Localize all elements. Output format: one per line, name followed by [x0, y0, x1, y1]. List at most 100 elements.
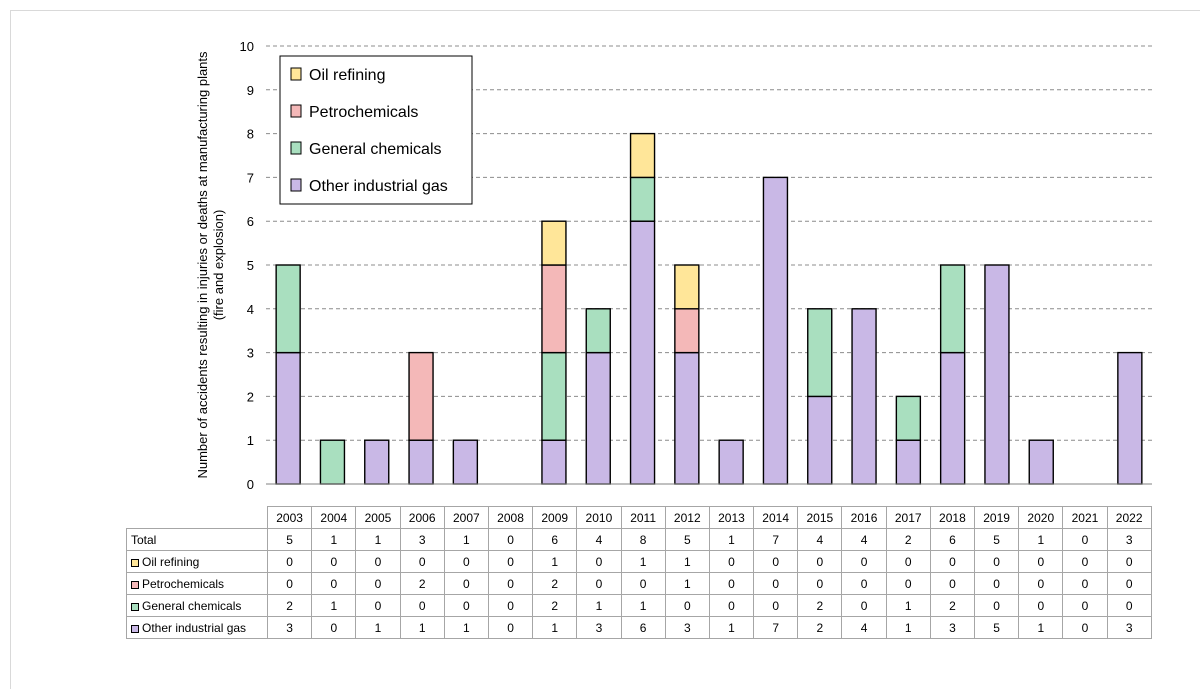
table-corner: [127, 507, 268, 529]
table-year-header: 2007: [443, 506, 489, 529]
table-cell: 0: [973, 594, 1020, 617]
bar-segment-other-industrial-gas: [541, 439, 567, 485]
bar-segment-other-industrial-gas: [718, 439, 744, 485]
table-row-general-chemicals: General chemicals 2 1 0 0 0 0 2 1 1 0 0 0 2 0 1 2 0 0 0 0: [126, 594, 1152, 617]
legend-label-petrochemicals: Petrochemicals: [309, 104, 418, 121]
table-row-label: Total: [126, 528, 268, 551]
table-row-oil-refining: Oil refining 0 0 0 0 0 0 1 0 1 1 0 0 0 0 0 0 0 0 0 0: [126, 550, 1152, 573]
bar-segment-oil-refining: [674, 264, 700, 310]
table-cell: 0: [576, 572, 622, 595]
y-tick-label: 2: [247, 389, 254, 404]
y-tick-label: 9: [247, 83, 254, 98]
table-year-header: 2021: [1062, 506, 1108, 529]
table-cell: 1: [708, 528, 755, 551]
legend-swatch-general-chemicals: [290, 141, 302, 155]
y-tick-label: 8: [247, 127, 254, 142]
table-cell: 4: [797, 528, 843, 551]
table-cell: 1: [664, 572, 710, 595]
table-cell: 0: [443, 572, 489, 595]
table-cell: 0: [1018, 594, 1064, 617]
table-cell: 0: [841, 572, 887, 595]
table-cell: 2: [797, 594, 843, 617]
y-tick-label: 1: [247, 433, 254, 448]
table-year-header: 2011: [620, 506, 666, 529]
bar-segment-other-industrial-gas: [452, 439, 479, 485]
table-year-header: 2015: [797, 506, 843, 529]
bar-segment-other-industrial-gas: [674, 351, 700, 485]
table-cell: 0: [487, 550, 534, 573]
bar-segment-other-industrial-gas: [1117, 351, 1143, 485]
table-cell: 6: [532, 528, 578, 551]
bar-segment-general-chemicals: [275, 264, 301, 354]
table-cell: 0: [753, 594, 799, 617]
bar-segment-other-industrial-gas: [851, 308, 877, 485]
y-tick-label: 6: [247, 214, 254, 229]
y-tick-label: 7: [247, 170, 254, 185]
table-cell: 3: [1106, 616, 1152, 639]
table-year-header: 2005: [355, 506, 401, 529]
bar-segment-general-chemicals: [585, 308, 611, 354]
table-cell: 4: [576, 528, 622, 551]
table-year-header: 2010: [576, 506, 622, 529]
table-cell: 0: [1062, 528, 1108, 551]
table-row-label: Petrochemicals: [126, 572, 268, 595]
bar-segment-other-industrial-gas: [364, 439, 390, 485]
table-cell: 0: [753, 572, 799, 595]
bar-segment-other-industrial-gas: [762, 176, 789, 485]
table-year-header: 2022: [1106, 506, 1152, 529]
table-swatch-oil-refining: [131, 558, 139, 567]
table-cell: 0: [1106, 550, 1152, 573]
table-year-header: 2004: [311, 506, 357, 529]
table-cell: 0: [355, 572, 401, 595]
table-year-header: 2019: [973, 506, 1020, 529]
table-row-label: Oil refining: [126, 550, 268, 573]
bar-segment-oil-refining: [629, 132, 656, 179]
table-swatch-general-chemicals: [131, 602, 139, 611]
table-cell: 1: [532, 550, 578, 573]
table-year-header: 2009: [532, 506, 578, 529]
table-cell: 6: [929, 528, 976, 551]
table-cell: 0: [487, 594, 534, 617]
bar-segment-general-chemicals: [541, 351, 567, 441]
table-cell: 4: [841, 528, 887, 551]
table-cell: 0: [885, 550, 931, 573]
table-cell: 1: [885, 594, 931, 617]
legend-label-oil-refining: Oil refining: [309, 67, 385, 84]
y-tick-label: 10: [240, 39, 254, 54]
table-swatch-petrochemicals: [131, 580, 139, 589]
table-cell: 0: [266, 572, 313, 595]
bar-segment-petrochemicals: [674, 308, 700, 354]
bar-segment-general-chemicals: [629, 176, 656, 222]
table-cell: 0: [399, 594, 445, 617]
table-cell: 1: [885, 616, 931, 639]
table-cell: 0: [355, 594, 401, 617]
table-cell: 1: [399, 616, 445, 639]
table-cell: 0: [487, 616, 534, 639]
y-axis: 0 1 2 3 4 5 6 7 8 9 10: [240, 39, 1152, 492]
table-cell: 1: [708, 616, 755, 639]
table-cell: 2: [532, 572, 578, 595]
y-tick-label: 3: [247, 346, 254, 361]
table-cell: 1: [311, 594, 357, 617]
table-cell: 2: [532, 594, 578, 617]
table-row-petrochemicals: Petrochemicals 0 0 0 2 0 0 2 0 0 1 0 0 0 0 0 0 0 0 0 0: [126, 572, 1152, 595]
table-cell: 2: [929, 594, 976, 617]
bar-segment-general-chemicals: [807, 308, 833, 398]
table-cell: 0: [311, 550, 357, 573]
bar-segment-general-chemicals: [939, 264, 966, 354]
table-cell: 3: [1106, 528, 1152, 551]
table-cell: 1: [532, 616, 578, 639]
table-year-header: 2008: [487, 506, 534, 529]
table-cell: 1: [443, 528, 489, 551]
table-cell: 0: [973, 572, 1020, 595]
table-cell: 0: [753, 550, 799, 573]
table-cell: 0: [1018, 572, 1064, 595]
legend-label-general-chemicals: General chemicals: [309, 141, 442, 158]
bar-segment-other-industrial-gas: [408, 439, 434, 485]
bar-segment-other-industrial-gas: [275, 351, 301, 485]
table-cell: 5: [973, 528, 1020, 551]
bar-segment-other-industrial-gas: [895, 439, 922, 485]
table-cell: 5: [664, 528, 710, 551]
legend-swatch-petrochemicals: [290, 104, 302, 118]
table-cell: 0: [576, 550, 622, 573]
